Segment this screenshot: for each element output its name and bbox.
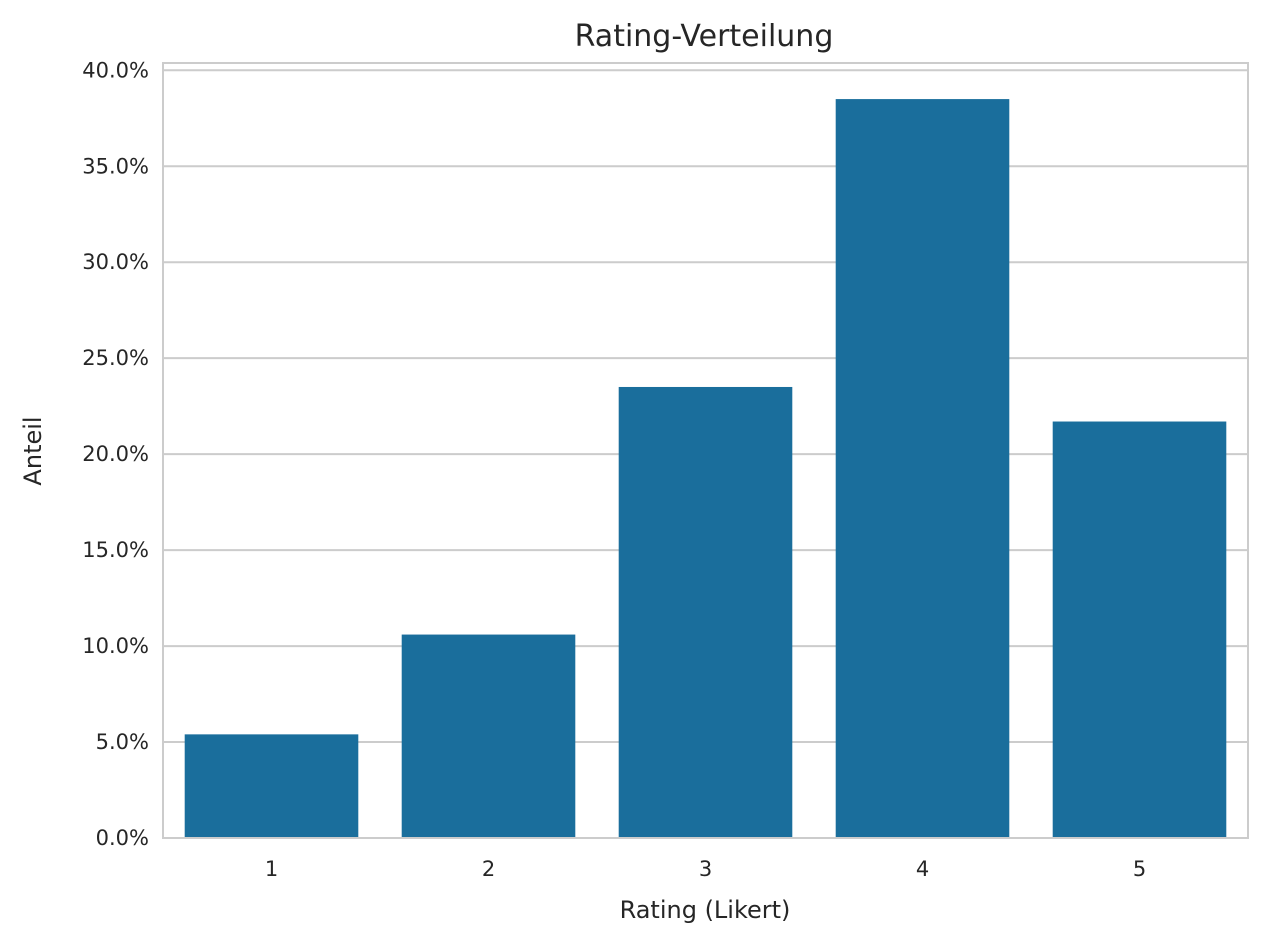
y-tick-label: 25.0% — [82, 346, 149, 370]
y-axis-label: Anteil — [19, 416, 47, 485]
y-tick-label: 20.0% — [82, 442, 149, 466]
bar-rating-2 — [401, 634, 576, 838]
x-tick-label: 3 — [699, 857, 712, 881]
plot-frame — [162, 62, 1249, 839]
x-tick-label: 1 — [265, 857, 278, 881]
y-tick-label: 5.0% — [96, 730, 149, 754]
x-tick-label: 2 — [482, 857, 495, 881]
bar-rating-5 — [1052, 421, 1227, 838]
y-tick-label: 35.0% — [82, 154, 149, 178]
bar-rating-4 — [835, 99, 1010, 839]
chart-title: Rating-Verteilung — [575, 19, 834, 54]
bar-rating-3 — [618, 386, 793, 838]
y-tick-label: 10.0% — [82, 634, 149, 658]
y-tick-label: 0.0% — [96, 826, 149, 850]
x-tick-label: 4 — [916, 857, 929, 881]
y-tick-label: 15.0% — [82, 538, 149, 562]
x-tick-label: 5 — [1133, 857, 1146, 881]
bar-rating-1 — [184, 734, 359, 838]
y-tick-label: 30.0% — [82, 250, 149, 274]
x-axis-label: Rating (Likert) — [620, 896, 791, 924]
x-tick-labels: 1 2 3 4 5 — [265, 857, 1146, 881]
bars — [184, 99, 1227, 839]
y-tick-labels: 0.0% 5.0% 10.0% 15.0% 20.0% 25.0% 30.0% 35.0% 40… — [82, 58, 149, 850]
y-tick-label: 40.0% — [82, 58, 149, 82]
